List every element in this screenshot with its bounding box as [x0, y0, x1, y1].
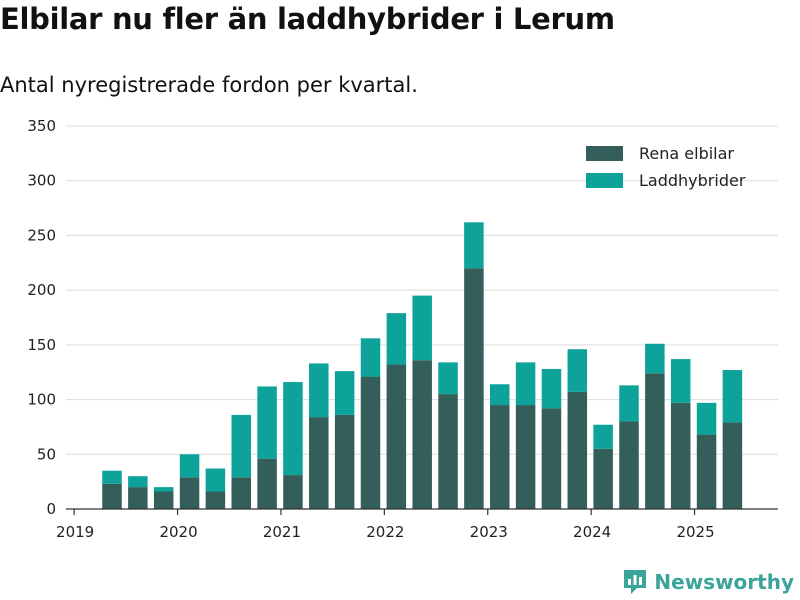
bar-laddhybrider	[231, 414, 251, 478]
y-tick-label: 200	[27, 281, 56, 299]
bar-laddhybrider	[645, 343, 665, 374]
bar-laddhybrider	[360, 338, 381, 377]
bar-laddhybrider	[722, 370, 743, 423]
bar-laddhybrider	[541, 368, 562, 409]
y-tick-label: 50	[37, 445, 56, 463]
bar-laddhybrider	[283, 382, 303, 476]
bar-rena-elbilar	[102, 483, 122, 509]
y-tick-label: 0	[46, 500, 56, 518]
bar-rena-elbilar	[309, 417, 329, 509]
bar-rena-elbilar	[645, 373, 665, 509]
bar-rena-elbilar	[257, 458, 277, 509]
bar-laddhybrider	[205, 468, 226, 492]
bar-rena-elbilar	[619, 421, 639, 509]
bar-laddhybrider	[334, 371, 355, 415]
bar-rena-elbilar	[334, 414, 355, 509]
x-tick-label: 2019	[56, 523, 94, 541]
x-tick-label: 2021	[263, 523, 301, 541]
bar-laddhybrider	[670, 359, 691, 403]
legend-label: Rena elbilar	[639, 144, 734, 163]
bar-laddhybrider	[696, 402, 717, 435]
bar-rena-elbilar	[464, 268, 484, 509]
bar-rena-elbilar	[490, 405, 510, 509]
bar-rena-elbilar	[438, 394, 458, 509]
legend-swatch-laddhybrider	[586, 173, 623, 188]
legend: Rena elbilar Laddhybrider	[586, 144, 746, 190]
bar-rena-elbilar	[567, 391, 588, 509]
bar-rena-elbilar	[179, 477, 200, 509]
y-tick-label: 300	[27, 172, 56, 190]
y-tick-label: 100	[27, 391, 56, 409]
x-tick-label: 2020	[159, 523, 197, 541]
bar-rena-elbilar	[153, 491, 174, 509]
legend-swatch-rena-elbilar	[586, 146, 623, 161]
bar-laddhybrider	[464, 222, 484, 269]
x-tick-label: 2022	[366, 523, 404, 541]
bar-rena-elbilar	[128, 487, 148, 509]
bar-rena-elbilar	[360, 376, 381, 509]
bar-laddhybrider	[153, 487, 174, 492]
bar-laddhybrider	[102, 470, 122, 484]
bar-rena-elbilar	[696, 434, 717, 509]
x-tick-label: 2025	[676, 523, 714, 541]
bar-laddhybrider	[567, 349, 588, 392]
bar-rena-elbilar	[541, 408, 562, 509]
brand-name: Newsworthy	[654, 570, 794, 594]
chart-title: Elbilar nu fler än laddhybrider i Lerum	[0, 2, 615, 36]
legend-label: Laddhybrider	[639, 171, 746, 190]
bar-rena-elbilar	[386, 364, 407, 509]
brand-logo: Newsworthy	[622, 568, 794, 596]
bar-laddhybrider	[309, 363, 329, 418]
bar-laddhybrider	[593, 424, 613, 449]
bar-laddhybrider	[619, 385, 639, 422]
y-tick-label: 250	[27, 226, 56, 244]
newsworthy-logo-icon	[624, 570, 647, 594]
bar-rena-elbilar	[231, 477, 251, 509]
bar-rena-elbilar	[205, 491, 226, 509]
x-axis: 2019 2020 2021 2022 2023 2024 2025	[56, 508, 778, 541]
bar-laddhybrider	[438, 362, 458, 395]
bar-laddhybrider	[257, 386, 277, 459]
bar-laddhybrider	[128, 476, 148, 488]
x-tick-label: 2023	[470, 523, 508, 541]
y-tick-label: 350	[27, 117, 56, 135]
bar-laddhybrider	[179, 454, 200, 478]
bar-rena-elbilar	[412, 360, 432, 509]
x-tick-label: 2024	[573, 523, 611, 541]
bar-laddhybrider	[515, 362, 536, 406]
y-axis: 0 50 100 150 200 250 300 350	[27, 117, 56, 518]
bar-rena-elbilar	[515, 405, 536, 509]
bar-rena-elbilar	[283, 475, 303, 509]
bar-rena-elbilar	[722, 422, 743, 509]
bar-laddhybrider	[490, 384, 510, 406]
bars	[102, 222, 743, 509]
bar-laddhybrider	[386, 313, 407, 365]
bar-laddhybrider	[412, 295, 432, 361]
chart-subtitle: Antal nyregistrerade fordon per kvartal.	[0, 73, 418, 97]
bar-rena-elbilar	[593, 448, 613, 509]
bar-rena-elbilar	[670, 402, 691, 509]
y-tick-label: 150	[27, 336, 56, 354]
